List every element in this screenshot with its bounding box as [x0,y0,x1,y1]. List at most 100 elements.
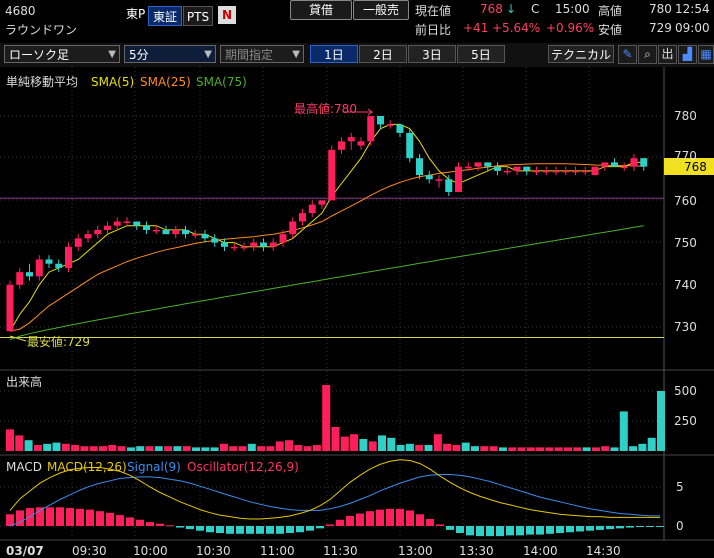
volume-bar [591,447,600,451]
high-value: 780 [649,2,672,16]
volume-bar [424,445,433,451]
nikkei-logo: N [218,6,236,24]
volume-bar [43,443,52,451]
grid-icon[interactable]: ▦ [698,45,714,64]
oscillator-bar [576,526,584,532]
range-tab-2d[interactable]: 2日 [359,45,407,63]
candle-body [172,229,180,235]
volume-bar [526,447,535,451]
chart-type-select[interactable]: ローソク足 ▼ [4,45,120,63]
volume-bar [331,427,340,451]
volume-bar [378,435,386,451]
oscillator-bar [336,519,344,526]
oscillator-bar [166,525,174,527]
volume-bar [15,435,24,451]
oscillator-bar [216,526,224,534]
oscillator-bar [476,526,484,537]
stock-header: 4680 ラウンドワン 東P 東証 PTS N 貸借 一般売 現在値 768 ↓… [0,0,714,42]
oscillator-bar [236,526,244,534]
x-label-date: 03/07 [6,544,44,558]
x-label-1130: 11:30 [323,544,358,558]
candle-body [152,229,160,232]
oscillator-bar [406,510,414,526]
candle-body [640,158,648,167]
volume-bar [285,440,293,451]
volume-bar [108,445,117,451]
zoom-icon[interactable]: ⌕ [638,45,657,64]
bar-chart-icon[interactable]: ▟ [678,45,697,64]
period-select[interactable]: 期間指定 ▼ [220,45,304,63]
sma-legend-title: 単純移動平均 [6,75,78,89]
general-sell-button[interactable]: 一般売 [353,0,409,20]
interval-select[interactable]: 5分 ▼ [124,45,216,63]
signal-legend: Signal(9) [127,460,181,474]
volume-bar [461,442,470,451]
pen-icon[interactable]: ✎ [618,45,637,64]
candle-body [113,221,121,226]
oscillator-bar [366,511,374,526]
volume-bar [554,447,563,451]
stock-chart[interactable]: 単純移動平均 SMA(5) SMA(25) SMA(75) 最高値:780 最安… [0,67,714,558]
low-label: 安値 [598,23,623,37]
volume-bar [452,445,461,451]
oscillator-bar [206,526,214,533]
tab-tosho[interactable]: 東証 [148,6,182,26]
export-glyph: 出 [661,47,674,61]
oscillator-bar [266,526,274,534]
oscillator-bar [606,526,614,530]
volume-bar [312,445,321,451]
price-tick-770: 770 [674,149,697,163]
chevron-down-icon: ▼ [108,49,116,60]
volume-bar [433,434,442,451]
volume-bar [192,447,200,451]
range-tab-5d[interactable]: 5日 [457,45,505,63]
candle-body [542,170,550,173]
macd-legend: MACD(12,26) [47,460,127,474]
candle-body [299,213,306,222]
range-tab-3d[interactable]: 3日 [408,45,456,63]
macd-line [9,459,660,520]
range-tab-1d[interactable]: 1日 [310,45,358,63]
oscillator-bar [306,526,314,531]
oscillator-bar [536,526,544,535]
volume-bar [638,443,647,451]
oscillator-bar [356,513,364,526]
export-icon[interactable]: 出 [658,45,677,64]
candle-body [513,166,521,171]
x-label-1000: 10:00 [133,544,168,558]
technical-button[interactable]: テクニカル [548,45,614,63]
oscillator-bar [466,526,474,536]
volume-bar [52,442,61,451]
stock-name: ラウンドワン [5,23,78,37]
oscillator-bar [516,526,524,536]
price-tick-760: 760 [674,194,697,208]
candle-body [260,242,267,247]
macd-tick-5: 5 [676,480,684,494]
signal-line [9,474,660,527]
price-tick-730: 730 [674,320,697,334]
oscillator-bar [46,507,54,526]
x-label-1430: 14:30 [586,544,621,558]
volume-bar [219,443,228,451]
macd-tick-0: 0 [676,519,684,533]
oscillator-bar [66,508,74,526]
candle-body [464,166,472,169]
oscillator-bar [616,526,624,529]
candle-body [182,229,189,235]
volume-bar [368,441,377,451]
oscillator-bar [316,526,324,529]
high-label: 高値 [598,4,623,18]
volume-bar [145,446,154,451]
candle-body [406,132,414,159]
low-time: 09:00 [675,21,710,35]
price-tick-740: 740 [674,278,697,292]
tab-pts[interactable]: PTS [183,6,213,26]
low-annotation: 最安値:729 [27,334,90,349]
oscillator-bar [376,509,384,526]
loan-button[interactable]: 貸借 [290,0,352,20]
volume-bar [182,446,191,451]
oscillator-bar [386,508,394,526]
oscillator-bar [6,514,14,526]
volume-bar [498,447,507,451]
x-label-1330: 13:30 [459,544,494,558]
